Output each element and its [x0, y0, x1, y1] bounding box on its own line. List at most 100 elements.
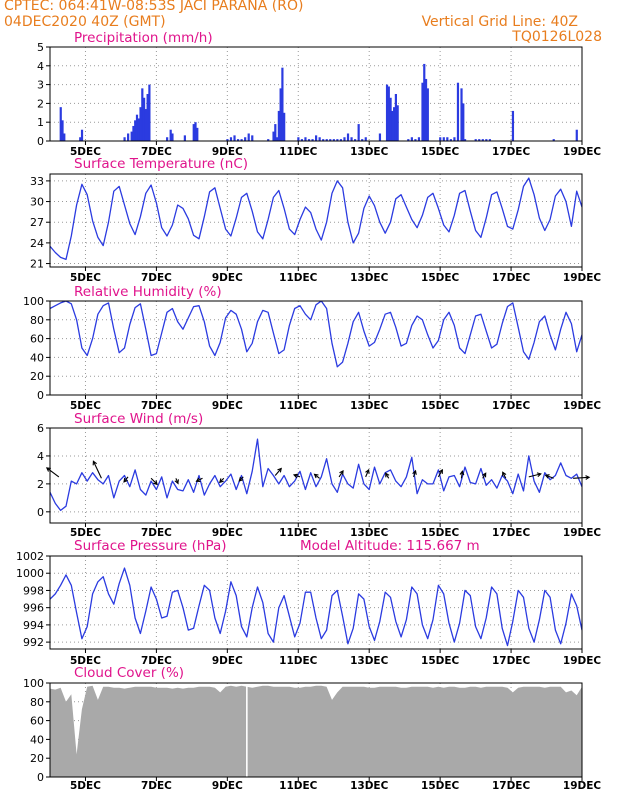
precip-bar [357, 124, 360, 141]
wind-arrow-head [238, 476, 244, 482]
rh-xtick-label: 13DEC [350, 400, 389, 412]
precip-bar [171, 133, 174, 141]
pressure-xtick-label: 9DEC [212, 655, 243, 667]
wind-ytick-label: 2 [37, 478, 44, 491]
rh-ytick-label: 20 [30, 370, 44, 383]
wind-arrow-shaft [573, 476, 590, 479]
rh-frame [49, 300, 583, 396]
precip-bar [322, 139, 325, 141]
precip-bar [394, 94, 397, 141]
wind-arrow-head [292, 473, 299, 479]
precip-xtick-label: 7DEC [141, 146, 172, 158]
rh-xtick-label: 19DEC [563, 400, 602, 412]
precip-title: Precipitation (mm/h) [74, 30, 213, 46]
temp-xtick-label: 19DEC [563, 272, 602, 284]
precip-bar [80, 129, 84, 141]
header-station: CPTEC: 064:41W-08:53S JACI PARANA (RO) [4, 0, 304, 14]
pressure-xtick-label: 19DEC [563, 655, 602, 667]
cloud-ytick-label: 100 [23, 677, 44, 690]
rh-ytick-label: 40 [30, 351, 44, 364]
precip-bar [393, 107, 396, 141]
cloud-area [50, 685, 582, 777]
wind-arrow-shaft [528, 473, 541, 478]
precip-bar [244, 137, 247, 141]
rh-xtick-label: 9DEC [212, 400, 243, 412]
precip-xtick-label: 17DEC [492, 146, 531, 158]
precip-bar [236, 139, 240, 141]
precip-bar [364, 137, 367, 141]
precip-bar [485, 139, 488, 141]
cloud-xtick-label: 11DEC [279, 780, 318, 792]
precip-bar [148, 84, 151, 141]
precip-bar [456, 82, 460, 141]
precip-bar [423, 63, 426, 141]
precip-xtick-label: 19DEC [563, 146, 602, 158]
wind-arrow-head [536, 472, 542, 478]
precip-bar [251, 135, 254, 141]
pressure-line [50, 567, 582, 647]
wind-line [50, 438, 582, 512]
wind-arrow-head [92, 460, 97, 466]
pressure-ytick-label: 998 [23, 584, 44, 597]
precip-bar [439, 137, 442, 141]
temp-xtick-label: 7DEC [141, 272, 172, 284]
wind-arrow-head [412, 469, 417, 475]
wind-frame [49, 427, 583, 524]
precip-bar [142, 97, 146, 141]
precip-bar [196, 127, 199, 141]
cloud-xtick-label: 19DEC [563, 780, 602, 792]
precip-bar [391, 110, 394, 141]
precip-bar [272, 131, 275, 141]
wind-xtick-label: 11DEC [279, 527, 318, 539]
pressure-ytick-label: 1002 [16, 550, 44, 563]
cloud-ytick-label: 60 [30, 715, 44, 728]
precip-bar [462, 103, 465, 141]
precip-ytick-label: 0 [37, 135, 44, 148]
precip-bar [137, 118, 140, 141]
wind-arrow-shaft [460, 471, 463, 479]
precip-xtick-label: 15DEC [421, 146, 460, 158]
precip-bar [378, 133, 382, 141]
wind-arrow-shaft [92, 461, 102, 479]
precip-bar [446, 137, 449, 141]
precip-bar [277, 110, 280, 141]
wind-arrow-head [313, 473, 319, 479]
precip-bar [511, 110, 515, 141]
temp-ytick-label: 33 [30, 175, 44, 188]
pressure-subtitle: Model Altitude: 115.667 m [300, 538, 480, 554]
wind-arrow-head [502, 471, 507, 477]
wind-arrow-shaft [150, 477, 158, 485]
precip-bar [79, 137, 82, 141]
precip-bar [488, 139, 491, 141]
pressure-frame [49, 555, 583, 650]
precip-bar [325, 139, 328, 141]
wind-arrow-shaft [338, 470, 344, 478]
wind-arrow-shaft [274, 468, 282, 476]
precip-panel: Precipitation (mm/h) 0 1 2 3 4 5 5DEC 7DEC 9DEC 11… [37, 30, 601, 158]
wind-xtick-label: 7DEC [141, 527, 172, 539]
cloud-panel: Cloud Cover (%) 0 20 40 60 80 100 5DEC 7DEC 9DEC 1… [23, 665, 601, 792]
precip-bar [410, 137, 413, 141]
wind-panel: Surface Wind (m/s) 0 2 4 6 5DEC 7DEC 9DEC 11DEC 1… [37, 411, 601, 539]
pressure-title: Surface Pressure (hPa) [74, 538, 227, 554]
precip-bar [343, 137, 346, 141]
precip-ytick-label: 5 [37, 41, 44, 54]
wind-arrow-head [544, 474, 550, 479]
precip-bar [332, 139, 335, 141]
precip-bar [183, 135, 186, 141]
precip-bar [123, 137, 126, 141]
precip-xtick-label: 11DEC [279, 146, 318, 158]
wind-title: Surface Wind (m/s) [74, 411, 203, 427]
precip-frame [49, 46, 583, 142]
pressure-ytick-label: 996 [23, 602, 44, 615]
cloud-xtick-label: 13DEC [350, 780, 389, 792]
rh-panel: Relative Humidity (%) 0 20 40 60 80 100 5DEC 7DE… [23, 284, 601, 412]
precip-bar [421, 82, 424, 141]
temp-xtick-label: 9DEC [212, 272, 243, 284]
header-grid-note: Vertical Grid Line: 40Z [421, 14, 578, 30]
precip-bar [396, 105, 399, 141]
header-code: TQ0126L028 [512, 29, 602, 45]
precip-bar [315, 135, 318, 141]
precip-bar [146, 94, 149, 141]
